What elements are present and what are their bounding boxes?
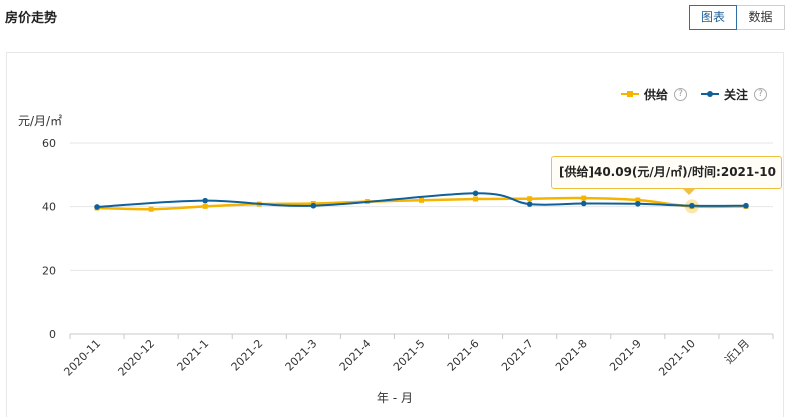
x-tick-label: 2020-11 xyxy=(61,337,103,379)
data-view-button[interactable]: 数据 xyxy=(737,5,785,30)
chart-view-button[interactable]: 图表 xyxy=(689,5,737,30)
attention-data-point xyxy=(689,202,695,209)
supply-data-point xyxy=(419,197,424,203)
x-tick-label: 2021-4 xyxy=(337,337,374,374)
x-tick-label: 近1月 xyxy=(722,337,752,367)
y-tick-label: 60 xyxy=(42,137,56,150)
y-tick-label: 40 xyxy=(42,201,56,214)
attention-data-point xyxy=(526,201,533,207)
supply-data-point xyxy=(473,196,479,202)
attention-data-point xyxy=(580,200,587,207)
page-title: 房价走势 xyxy=(5,11,58,26)
attention-data-point xyxy=(743,202,749,209)
attention-data-point xyxy=(472,190,479,197)
supply-data-point xyxy=(148,206,154,212)
chart-panel xyxy=(6,52,784,417)
x-tick-label: 2021-7 xyxy=(499,337,536,374)
legend-label-supply: 供给 xyxy=(643,87,668,102)
x-tick-label: 2021-9 xyxy=(607,337,644,374)
y-tick-label: 20 xyxy=(42,264,56,277)
x-tick-label: 2021-10 xyxy=(656,337,698,379)
x-tick-label: 2021-3 xyxy=(283,337,320,374)
x-tick-label: 2021-8 xyxy=(553,337,590,374)
view-toggle: 图表 数据 xyxy=(689,5,785,30)
attention-data-point xyxy=(202,197,208,204)
help-icon[interactable]: ? xyxy=(754,87,767,101)
supply-data-point xyxy=(635,197,641,203)
x-tick-label: 2021-5 xyxy=(391,337,428,374)
legend-item-attention[interactable]: 关注 ? xyxy=(700,86,767,103)
x-tick-label: 2021-1 xyxy=(175,337,212,374)
attention-data-point xyxy=(635,201,641,207)
attention-data-point xyxy=(94,204,100,210)
x-tick-label: 2020-12 xyxy=(116,337,158,379)
tooltip-arrow-icon xyxy=(683,189,695,195)
supply-data-point xyxy=(202,203,208,209)
x-axis-title: 年 - 月 xyxy=(377,391,413,405)
help-icon[interactable]: ? xyxy=(673,87,687,101)
legend-item-supply[interactable]: 供给 ? xyxy=(620,86,687,103)
attention-data-point xyxy=(310,202,317,209)
chart-legend: 供给 ? 关注 ? xyxy=(607,86,767,102)
series-line-attention xyxy=(96,192,746,208)
supply-data-point xyxy=(527,196,533,202)
legend-label-attention: 关注 xyxy=(723,87,748,102)
supply-data-point xyxy=(581,195,587,201)
y-tick-label: 0 xyxy=(49,328,56,341)
x-tick-label: 2021-2 xyxy=(229,337,266,374)
data-tooltip: [供给]40.09(元/月/㎡)/时间:2021-10 xyxy=(551,156,782,189)
attention-legend-swatch-icon xyxy=(700,89,719,99)
supply-legend-swatch-icon xyxy=(620,89,639,99)
y-axis-unit: 元/月/㎡ xyxy=(18,114,63,128)
x-tick-label: 2021-6 xyxy=(445,337,482,374)
